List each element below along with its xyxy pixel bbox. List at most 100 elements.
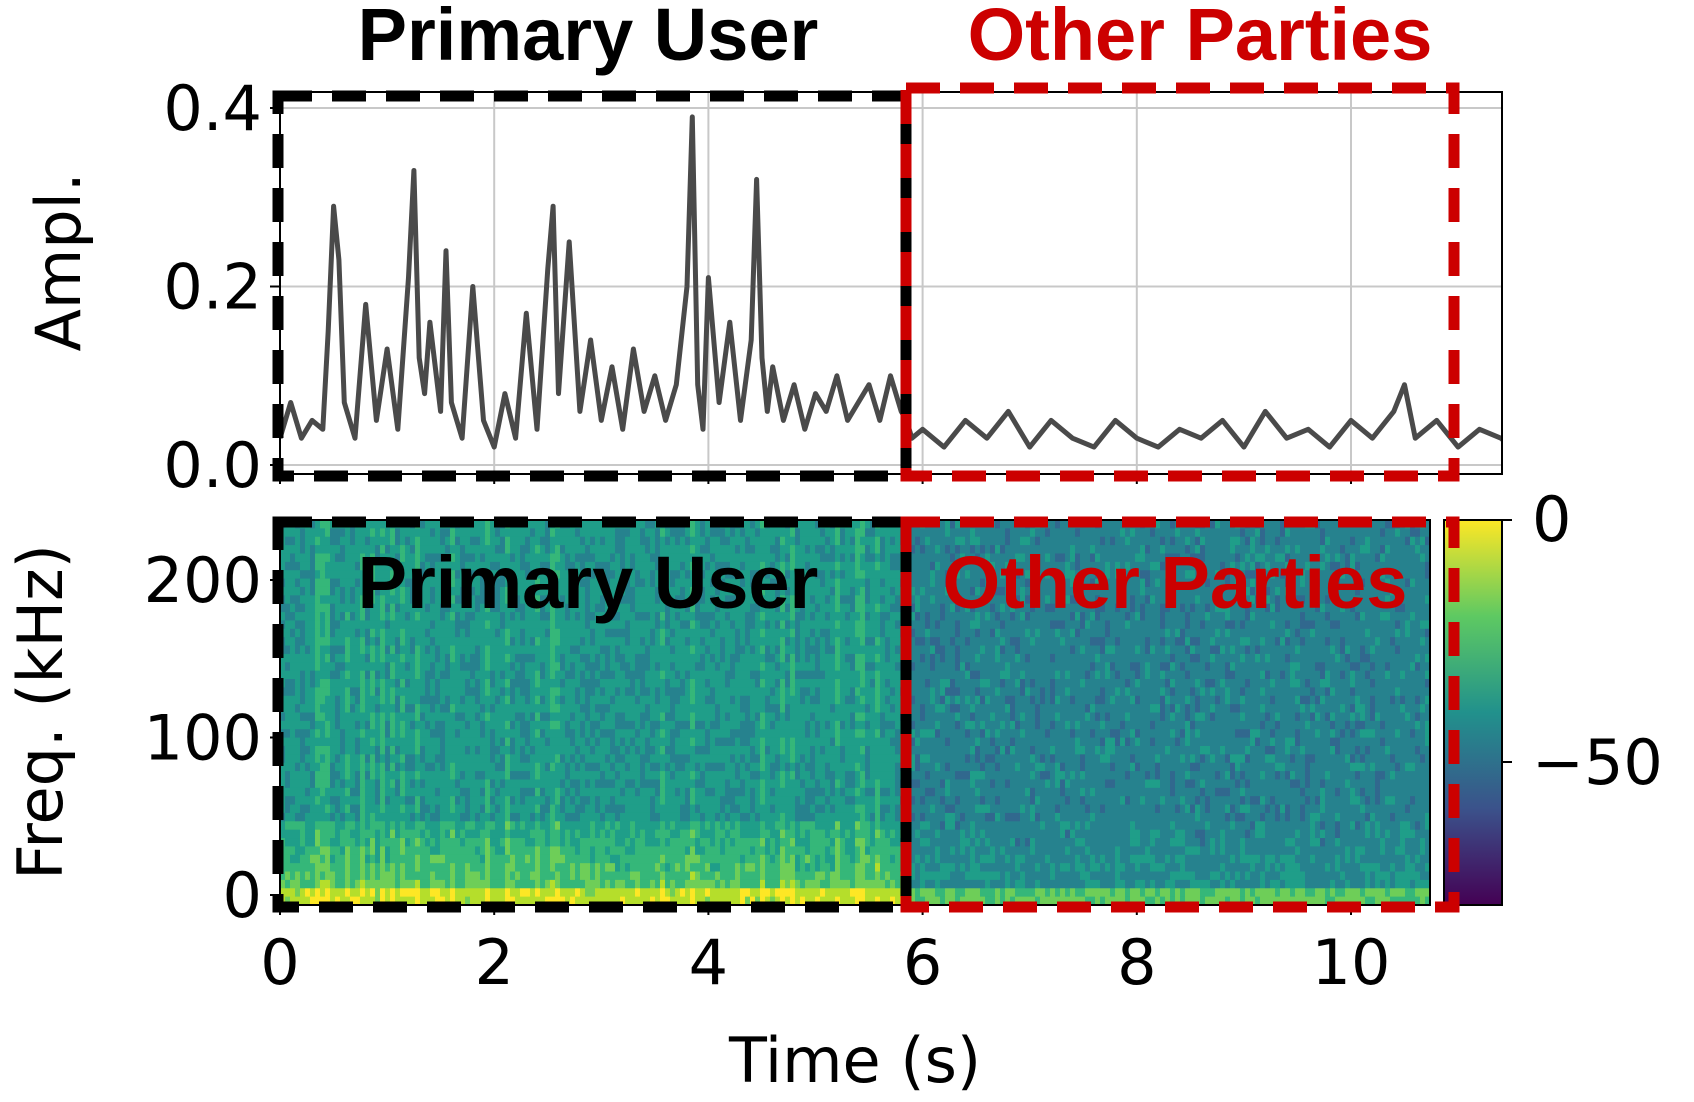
heatmap-cell bbox=[525, 804, 531, 814]
heatmap-cell bbox=[375, 628, 381, 638]
heatmap-cell bbox=[430, 637, 436, 647]
heatmap-cell bbox=[315, 754, 321, 764]
heatmap-cell bbox=[385, 570, 391, 580]
heatmap-cell bbox=[650, 645, 656, 655]
heatmap-cell bbox=[375, 687, 381, 697]
heatmap-cell bbox=[470, 779, 476, 789]
heatmap-cell bbox=[525, 754, 531, 764]
heatmap-cell bbox=[345, 888, 351, 898]
heatmap-cell bbox=[775, 737, 781, 747]
heatmap-cell bbox=[495, 603, 501, 613]
heatmap-cell bbox=[635, 754, 641, 764]
heatmap-cell bbox=[560, 804, 566, 814]
heatmap-cell bbox=[680, 854, 686, 864]
heatmap-cell bbox=[520, 729, 526, 739]
heatmap-cell bbox=[805, 821, 811, 831]
heatmap-cell bbox=[685, 737, 691, 747]
heatmap-cell bbox=[690, 787, 696, 797]
heatmap-cell bbox=[435, 712, 441, 722]
heatmap-cell bbox=[665, 888, 671, 898]
heatmap-cell bbox=[655, 729, 661, 739]
heatmap-cell bbox=[290, 670, 296, 680]
heatmap-cell bbox=[540, 570, 546, 580]
heatmap-cell bbox=[750, 612, 756, 622]
heatmap-cell bbox=[735, 829, 741, 839]
heatmap-cell bbox=[485, 762, 491, 772]
heatmap-cell bbox=[460, 804, 466, 814]
heatmap-cell bbox=[610, 645, 616, 655]
heatmap-cell bbox=[625, 879, 631, 889]
heatmap-cell bbox=[670, 628, 676, 638]
heatmap-cell bbox=[630, 804, 636, 814]
heatmap-cell bbox=[565, 729, 571, 739]
heatmap-cell bbox=[650, 829, 656, 839]
heatmap-cell bbox=[805, 670, 811, 680]
heatmap-cell bbox=[370, 586, 376, 596]
heatmap-cell bbox=[340, 561, 346, 571]
heatmap-cell bbox=[530, 762, 536, 772]
heatmap-cell bbox=[690, 536, 696, 546]
heatmap-cell bbox=[505, 829, 511, 839]
heatmap-cell bbox=[490, 762, 496, 772]
heatmap-cell bbox=[325, 879, 331, 889]
heatmap-cell bbox=[415, 838, 421, 848]
heatmap-cell bbox=[660, 679, 666, 688]
heatmap-cell bbox=[325, 628, 331, 638]
heatmap-cell bbox=[380, 662, 386, 672]
heatmap-cell bbox=[625, 871, 631, 881]
heatmap-cell bbox=[465, 561, 471, 571]
heatmap-cell bbox=[360, 729, 366, 739]
heatmap-cell bbox=[285, 536, 291, 546]
heatmap-cell bbox=[610, 662, 616, 672]
heatmap-cell bbox=[580, 520, 586, 529]
heatmap-cell bbox=[805, 863, 811, 873]
heatmap-cell bbox=[475, 520, 481, 529]
heatmap-cell bbox=[630, 528, 636, 538]
heatmap-cell bbox=[635, 712, 641, 722]
heatmap-cell bbox=[420, 570, 426, 580]
heatmap-cell bbox=[790, 804, 796, 814]
heatmap-cell bbox=[300, 762, 306, 772]
heatmap-cell bbox=[340, 796, 346, 806]
heatmap-cell bbox=[725, 662, 731, 672]
heatmap-cell bbox=[625, 586, 631, 596]
heatmap-cell bbox=[400, 829, 406, 839]
heatmap-cell bbox=[425, 871, 431, 881]
heatmap-cell bbox=[660, 695, 666, 705]
heatmap-cell bbox=[625, 595, 631, 605]
heatmap-cell bbox=[480, 595, 486, 605]
heatmap-cell bbox=[560, 528, 566, 538]
heatmap-cell bbox=[680, 829, 686, 839]
heatmap-cell bbox=[535, 771, 541, 781]
heatmap-cell bbox=[360, 704, 366, 714]
heatmap-cell bbox=[765, 679, 771, 688]
heatmap-cell bbox=[525, 871, 531, 881]
heatmap-cell bbox=[525, 762, 531, 772]
heatmap-cell bbox=[545, 653, 551, 663]
heatmap-cell bbox=[565, 595, 571, 605]
heatmap-cell bbox=[625, 762, 631, 772]
heatmap-cell bbox=[375, 545, 381, 555]
heatmap-cell bbox=[575, 888, 581, 898]
heatmap-cell bbox=[610, 796, 616, 806]
heatmap-cell bbox=[485, 586, 491, 596]
heatmap-cell bbox=[770, 787, 776, 797]
heatmap-cell bbox=[340, 762, 346, 772]
heatmap-cell bbox=[485, 603, 491, 613]
heatmap-cell bbox=[485, 829, 491, 839]
heatmap-cell bbox=[300, 712, 306, 722]
heatmap-cell bbox=[365, 603, 371, 613]
heatmap-cell bbox=[595, 704, 601, 714]
heatmap-cell bbox=[305, 679, 311, 688]
heatmap-cell bbox=[770, 662, 776, 672]
heatmap-cell bbox=[475, 896, 481, 906]
heatmap-cell bbox=[510, 653, 516, 663]
heatmap-cell bbox=[360, 536, 366, 546]
heatmap-cell bbox=[355, 745, 361, 755]
heatmap-cell bbox=[690, 578, 696, 588]
heatmap-cell bbox=[570, 737, 576, 747]
heatmap-cell bbox=[320, 653, 326, 663]
heatmap-cell bbox=[460, 653, 466, 663]
heatmap-cell bbox=[665, 578, 671, 588]
heatmap-cell bbox=[610, 812, 616, 822]
